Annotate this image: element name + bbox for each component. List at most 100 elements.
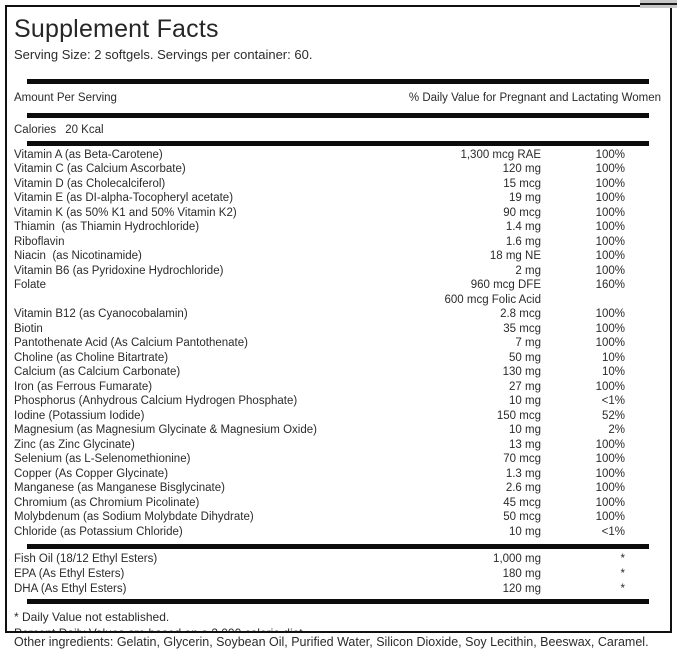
divider-bar-oils-top: [27, 544, 649, 549]
scan-artifact: [640, 0, 677, 8]
nutrient-daily-value: 100%: [595, 264, 625, 277]
nutrient-name: Selenium (as L-Selenomethionine): [14, 453, 191, 465]
nutrient-name: Biotin: [14, 322, 43, 335]
table-row: Zinc (as Zinc Glycinate) 13 mg 100%: [14, 438, 661, 453]
nutrient-name: Vitamin B6 (as Pyridoxine Hydrochloride): [14, 264, 224, 277]
nutrient-amount: 45 mcg: [503, 496, 541, 509]
nutrient-daily-value: [541, 293, 625, 308]
nutrient-daily-value: 100%: [595, 206, 625, 219]
nutrient-name: Vitamin B12 (as Cyanocobalamin): [14, 308, 188, 320]
nutrient-amount: 2 mg: [515, 264, 541, 277]
serving-size-line: Serving Size: 2 softgels. Servings per c…: [14, 46, 313, 62]
table-row: Riboflavin 1.6 mg 100%: [14, 235, 661, 250]
nutrient-daily-value: <1%: [601, 525, 625, 538]
table-row: Choline (as Choline Bitartrate) 50 mg 10…: [14, 351, 661, 366]
nutrient-name: Choline (as Choline Bitartrate): [14, 351, 169, 364]
nutrient-amount: 10 mg: [509, 424, 541, 436]
nutrient-name: Iron (as Ferrous Fumarate): [14, 380, 153, 393]
table-row: EPA (As Ethyl Esters) 180 mg *: [14, 567, 661, 582]
calories-label: Calories: [14, 123, 57, 136]
nutrient-amount: 120 mg: [502, 582, 541, 595]
nutrient-name: Pantothenate Acid (As Calcium Pantothena…: [14, 337, 248, 349]
nutrient-amount: 10 mg: [509, 395, 541, 407]
nutrient-name: Molybdenum (as Sodium Molybdate Dihydrat…: [14, 511, 254, 523]
nutrient-amount: 10 mg: [509, 525, 541, 538]
table-row: Selenium (as L-Selenomethionine) 70 mcg …: [14, 452, 661, 467]
nutrient-name: Calcium (as Calcium Carbonate): [14, 366, 181, 378]
nutrient-amount: 13 mg: [509, 438, 541, 451]
table-row: Biotin 35 mcg 100%: [14, 322, 661, 337]
nutrient-amount: 120 mg: [502, 163, 541, 175]
nutrient-name: DHA (As Ethyl Esters): [14, 582, 127, 595]
nutrient-amount: 1.4 mg: [505, 221, 541, 233]
table-row: Vitamin E (as DI-alpha-Tocopheryl acetat…: [14, 191, 661, 206]
nutrient-daily-value: 100%: [595, 322, 625, 335]
nutrient-amount: 50 mcg: [503, 511, 541, 523]
nutrient-amount: 70 mcg: [503, 453, 541, 465]
nutrient-name: Chloride (as Potassium Chloride): [14, 525, 183, 538]
footnotes: * Daily Value not established. Percent D…: [14, 610, 661, 633]
nutrient-name: Riboflavin: [14, 235, 65, 248]
table-row: Vitamin B12 (as Cyanocobalamin) 2.8 mcg …: [14, 307, 661, 322]
nutrient-daily-value: 100%: [595, 467, 625, 480]
nutrient-daily-value: 52%: [601, 409, 625, 422]
calories-value: 20 Kcal: [65, 123, 104, 136]
nutrient-daily-value: 10%: [601, 366, 625, 378]
nutrient-name: Vitamin C (as Calcium Ascorbate): [14, 163, 186, 175]
table-row: Pantothenate Acid (As Calcium Pantothena…: [14, 336, 661, 351]
nutrient-daily-value: 100%: [595, 148, 625, 161]
table-row: Vitamin B6 (as Pyridoxine Hydrochloride)…: [14, 264, 661, 279]
table-row: Vitamin K (as 50% K1 and 50% Vitamin K2)…: [14, 206, 661, 221]
nutrient-amount: 19 mg: [509, 192, 541, 204]
nutrient-amount: 1.6 mg: [505, 235, 541, 248]
column-headers: Amount Per Serving % Daily Value for Pre…: [14, 91, 661, 105]
nutrient-amount: 600 mcg Folic Acid: [444, 293, 541, 306]
nutrient-daily-value: 100%: [595, 235, 625, 248]
table-row: Iron (as Ferrous Fumarate) 27 mg 100%: [14, 380, 661, 395]
nutrient-amount: 7 mg: [515, 337, 541, 349]
nutrient-amount: 2.8 mcg: [500, 308, 541, 320]
table-row: Vitamin D (as Cholecalciferol) 15 mcg 10…: [14, 177, 661, 192]
nutrient-name: Vitamin D (as Cholecalciferol): [14, 177, 166, 190]
nutrient-amount: 50 mg: [509, 351, 541, 364]
table-row: 600 mcg Folic Acid: [14, 293, 661, 308]
nutrient-amount: 18 mg NE: [489, 250, 541, 262]
table-row: Magnesium (as Magnesium Glycinate & Magn…: [14, 423, 661, 438]
table-row: Vitamin C (as Calcium Ascorbate) 120 mg …: [14, 162, 661, 177]
footnote-daily-value: * Daily Value not established.: [14, 610, 170, 625]
nutrient-daily-value: <1%: [601, 395, 625, 407]
table-row: Phosphorus (Anhydrous Calcium Hydrogen P…: [14, 394, 661, 409]
nutrient-name: Fish Oil (18/12 Ethyl Esters): [14, 553, 158, 565]
nutrient-name: Vitamin E (as DI-alpha-Tocopheryl acetat…: [14, 192, 234, 204]
nutrient-name: Zinc (as Zinc Glycinate): [14, 438, 135, 451]
nutrient-daily-value: 100%: [595, 308, 625, 320]
nutrient-name: Vitamin A (as Beta-Carotene): [14, 148, 163, 161]
calories-row: Calories 20 Kcal: [14, 123, 661, 137]
table-row: Thiamin (as Thiamin Hydrochloride) 1.4 m…: [14, 220, 661, 235]
table-row: Manganese (as Manganese Bisglycinate) 2.…: [14, 481, 661, 496]
page-title: Supplement Facts: [14, 15, 219, 43]
nutrient-daily-value: *: [620, 553, 625, 565]
nutrient-daily-value: 100%: [595, 250, 625, 262]
oils-table: Fish Oil (18/12 Ethyl Esters) 1,000 mg *…: [14, 552, 661, 596]
nutrient-name: Folate: [14, 279, 46, 291]
other-ingredients-line: Other ingredients: Gelatin, Glycerin, So…: [14, 635, 649, 649]
nutrient-daily-value: 100%: [595, 511, 625, 523]
table-row: Chromium (as Chromium Picolinate) 45 mcg…: [14, 496, 661, 511]
table-row: Folate 960 mcg DFE 160%: [14, 278, 661, 293]
divider-bar-calories-top: [27, 112, 649, 118]
nutrient-daily-value: 100%: [595, 221, 625, 233]
scan-artifact-line: [640, 3, 677, 5]
nutrient-name: EPA (As Ethyl Esters): [14, 567, 125, 580]
table-row: Iodine (Potassium Iodide) 150 mcg 52%: [14, 409, 661, 424]
nutrient-daily-value: 160%: [595, 279, 625, 291]
nutrient-daily-value: 100%: [595, 380, 625, 393]
nutrient-name: [14, 293, 391, 308]
nutrient-amount: 150 mcg: [496, 409, 541, 422]
nutrient-name: Phosphorus (Anhydrous Calcium Hydrogen P…: [14, 395, 298, 407]
nutrient-daily-value: 100%: [595, 337, 625, 349]
footnote-percent-dv: Percent Daily Values are based on a 2,00…: [14, 625, 306, 633]
divider-bar-top: [27, 78, 649, 84]
daily-value-header: % Daily Value for Pregnant and Lactating…: [408, 91, 661, 104]
nutrient-daily-value: 100%: [595, 482, 625, 494]
